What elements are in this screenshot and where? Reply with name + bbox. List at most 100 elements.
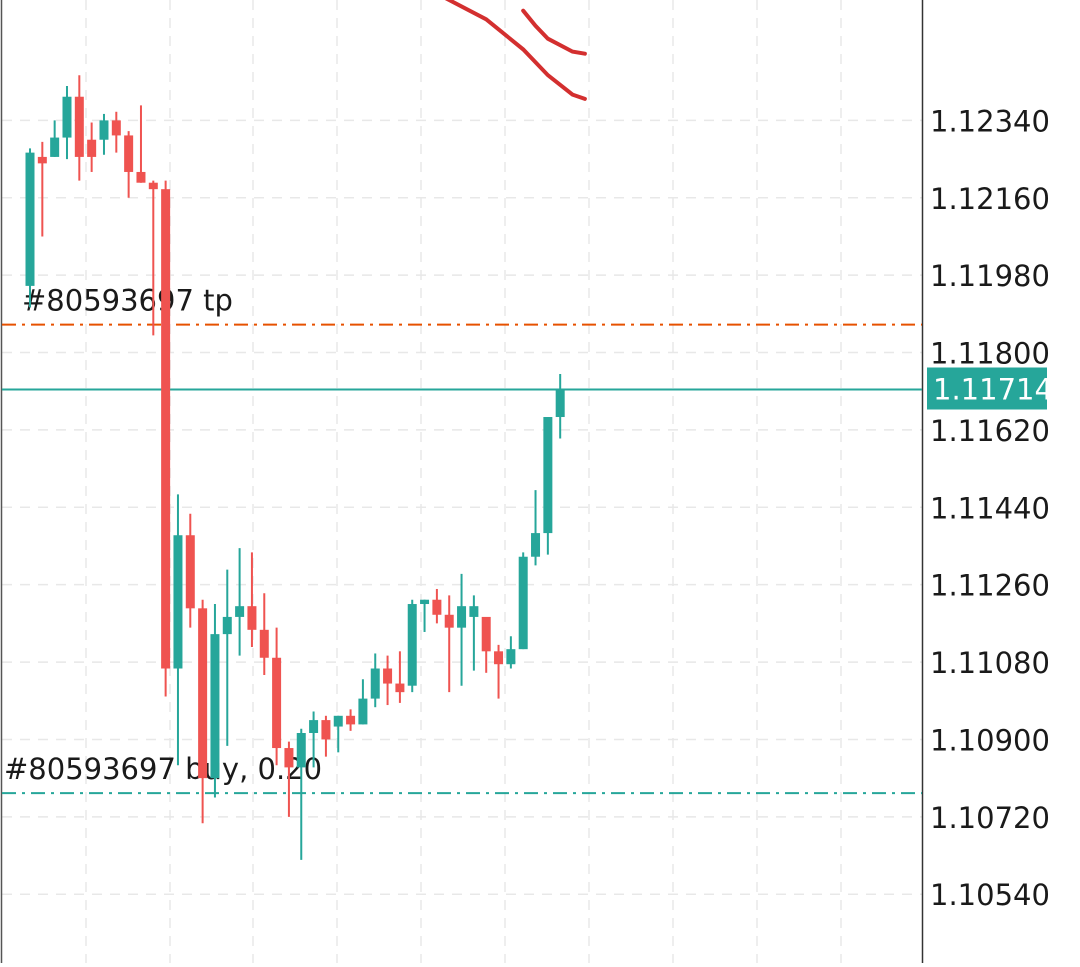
candle-body[interactable] xyxy=(161,189,171,669)
candle[interactable] xyxy=(87,122,97,172)
candle-body[interactable] xyxy=(272,657,282,749)
candle-body[interactable] xyxy=(555,389,565,418)
candle[interactable] xyxy=(222,569,232,746)
candle-body[interactable] xyxy=(420,599,430,605)
current-price-marker: 1.11714 xyxy=(927,367,1053,410)
candle-body[interactable] xyxy=(321,720,331,740)
candle[interactable] xyxy=(457,573,467,686)
candle-body[interactable] xyxy=(333,715,343,727)
candle-body[interactable] xyxy=(235,606,245,617)
candle-body[interactable] xyxy=(444,614,454,628)
candle[interactable] xyxy=(432,588,442,624)
order-label: #80593697 tp xyxy=(22,284,233,318)
candle[interactable] xyxy=(136,105,146,183)
candle[interactable] xyxy=(124,131,134,198)
candle[interactable] xyxy=(543,417,553,555)
candle-body[interactable] xyxy=(432,599,442,615)
candle-body[interactable] xyxy=(74,96,84,157)
candle-body[interactable] xyxy=(284,748,294,768)
candle[interactable] xyxy=(284,741,294,817)
candle[interactable] xyxy=(555,374,565,439)
candle-body[interactable] xyxy=(247,606,257,630)
candle-body[interactable] xyxy=(296,732,306,768)
candle[interactable] xyxy=(259,593,269,675)
candle[interactable] xyxy=(62,85,72,160)
candle[interactable] xyxy=(173,494,183,766)
candle-body[interactable] xyxy=(259,629,269,658)
candle-body[interactable] xyxy=(346,715,356,725)
order-lines: #80593697 tp #80593697 buy, 0.20 xyxy=(2,284,922,795)
candle[interactable] xyxy=(358,679,368,725)
candle-body[interactable] xyxy=(407,604,417,686)
candle-body[interactable] xyxy=(136,171,146,183)
price-axis-label: 1.12340 xyxy=(930,104,1050,138)
candle[interactable] xyxy=(506,636,516,669)
candle[interactable] xyxy=(161,180,171,697)
price-axis-label: 1.10720 xyxy=(930,801,1050,835)
candle[interactable] xyxy=(25,148,35,308)
candle[interactable] xyxy=(111,111,121,153)
candle[interactable] xyxy=(481,616,491,673)
candle[interactable] xyxy=(383,655,393,706)
candle[interactable] xyxy=(333,715,343,753)
candle-body[interactable] xyxy=(124,135,134,172)
candle[interactable] xyxy=(50,120,60,157)
candle[interactable] xyxy=(444,595,454,693)
candle[interactable] xyxy=(346,709,356,731)
candle[interactable] xyxy=(99,113,109,155)
candle[interactable] xyxy=(185,513,195,628)
candle-body[interactable] xyxy=(62,96,72,138)
candle-body[interactable] xyxy=(309,720,319,733)
price-axis-label: 1.10540 xyxy=(930,878,1050,912)
candle[interactable] xyxy=(370,653,380,708)
candle-body[interactable] xyxy=(50,137,60,157)
candle-body[interactable] xyxy=(111,120,121,136)
candle[interactable] xyxy=(321,715,331,757)
candle[interactable] xyxy=(210,604,220,798)
candle-body[interactable] xyxy=(543,417,553,534)
candle-body[interactable] xyxy=(457,606,467,628)
candle[interactable] xyxy=(272,627,282,766)
candle-body[interactable] xyxy=(383,668,393,684)
candle-body[interactable] xyxy=(210,634,220,779)
candle[interactable] xyxy=(395,651,405,703)
candle-body[interactable] xyxy=(99,120,109,140)
candle-body[interactable] xyxy=(469,606,479,617)
candle-body[interactable] xyxy=(185,535,195,609)
price-axis-label: 1.11260 xyxy=(930,569,1050,603)
candle[interactable] xyxy=(531,490,541,566)
candle-body[interactable] xyxy=(87,139,97,157)
candle-body[interactable] xyxy=(531,533,541,557)
candle-body[interactable] xyxy=(37,156,47,164)
candle-body[interactable] xyxy=(25,152,35,286)
candle[interactable] xyxy=(198,599,208,824)
candle-body[interactable] xyxy=(148,182,158,190)
candle[interactable] xyxy=(247,552,257,648)
candle-body[interactable] xyxy=(358,698,368,725)
candle[interactable] xyxy=(296,728,306,860)
price-axis-label: 1.11080 xyxy=(930,646,1050,680)
candle-body[interactable] xyxy=(173,535,183,669)
candle-body[interactable] xyxy=(518,556,528,650)
candle[interactable] xyxy=(469,595,479,671)
candle[interactable] xyxy=(309,711,319,768)
candle[interactable] xyxy=(37,141,47,237)
candle-body[interactable] xyxy=(222,616,232,635)
candle[interactable] xyxy=(494,644,504,699)
candle-body[interactable] xyxy=(494,651,504,665)
candle[interactable] xyxy=(420,599,430,632)
candle[interactable] xyxy=(148,180,158,336)
candle-body[interactable] xyxy=(481,616,491,652)
candle[interactable] xyxy=(407,599,417,693)
candle[interactable] xyxy=(518,552,528,650)
candle-body[interactable] xyxy=(198,608,208,779)
candle[interactable] xyxy=(235,548,245,656)
candle-body[interactable] xyxy=(370,668,380,699)
price-axis[interactable]: 1.12340 1.12160 1.11980 1.11800 1.11620 1.114… xyxy=(930,104,1050,912)
candle[interactable] xyxy=(74,75,84,181)
candle-body[interactable] xyxy=(506,649,516,665)
candle-body[interactable] xyxy=(395,683,405,693)
candles[interactable] xyxy=(25,75,565,860)
